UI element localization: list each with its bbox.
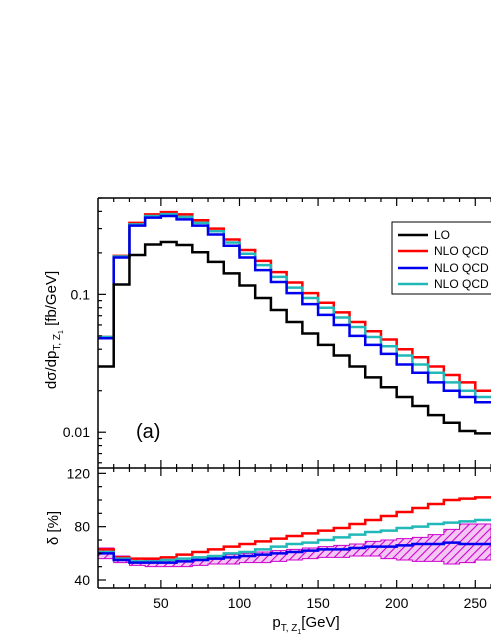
series-nlo-blue-line — [98, 214, 491, 404]
legend-entry-nlo-red: NLO QCD — [398, 244, 489, 258]
legend-label-nlo-blue: NLO QCD — [434, 261, 489, 275]
top-y-tick-label-0: 0.01 — [63, 424, 90, 440]
x-tick-label-150: 150 — [306, 595, 330, 611]
uncertainty-band — [98, 523, 491, 568]
legend-label-lo: LO — [434, 228, 450, 242]
panel-annotation: (a) — [136, 421, 160, 443]
legend-entry-nlo-cyan: NLO QCD — [398, 277, 489, 291]
bottom-y-tick-label-40: 40 — [74, 572, 90, 588]
bottom-panel: 50 100 150 200 250 40 80 120 δ [%] pT, Z1[GeV] — [45, 465, 491, 635]
ratio-nlo-red-line — [98, 496, 491, 560]
top-panel: 0.01 0.1 (a) dσ/dpT, Z1 [fb/GeV] LO NLO Q… — [43, 197, 491, 469]
x-axis-title: pT, Z1[GeV] — [272, 614, 339, 635]
legend: LO NLO QCD NLO QCD NLO QCD — [391, 221, 491, 295]
x-tick-label-100: 100 — [228, 595, 252, 611]
legend-label-nlo-cyan: NLO QCD — [434, 277, 489, 291]
legend-entry-lo: LO — [398, 228, 450, 242]
legend-entry-nlo-blue: NLO QCD — [398, 261, 489, 275]
top-y-tick-label-1: 0.1 — [71, 286, 91, 302]
ratio-nlo-blue-line — [98, 541, 491, 564]
series-lo-line — [98, 240, 491, 435]
legend-label-nlo-red: NLO QCD — [434, 244, 489, 258]
bottom-y-axis-title: δ [%] — [45, 511, 62, 545]
series-nlo-cyan-line — [98, 212, 491, 399]
top-y-axis-title: dσ/dpT, Z1 [fb/GeV] — [43, 271, 65, 389]
x-tick-label-50: 50 — [153, 595, 169, 611]
ratio-nlo-cyan-line — [98, 518, 491, 563]
bottom-y-tick-label-80: 80 — [74, 519, 90, 535]
bottom-y-tick-label-120: 120 — [67, 465, 91, 481]
x-tick-label-200: 200 — [385, 595, 409, 611]
series-nlo-red-line — [98, 210, 491, 392]
x-tick-label-250: 250 — [464, 595, 488, 611]
